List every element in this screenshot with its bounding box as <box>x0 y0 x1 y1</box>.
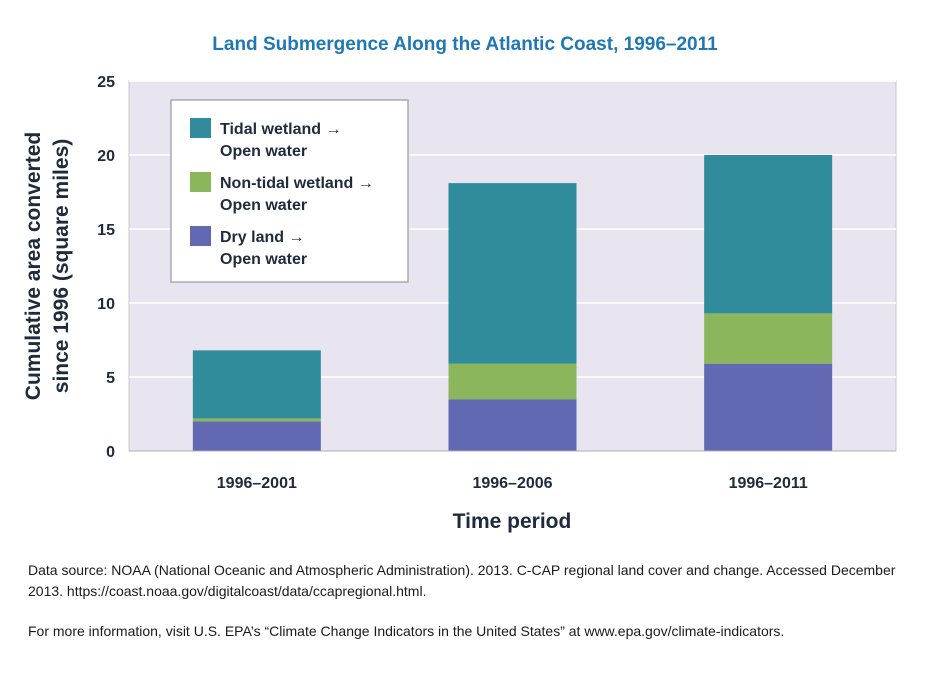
y-tick-label: 10 <box>97 296 115 313</box>
bar-segment <box>192 421 321 451</box>
bar-segment <box>704 363 833 451</box>
bar-segment <box>704 155 833 314</box>
legend-label: Open water <box>220 143 307 160</box>
y-axis-title: Cumulative area converted since 1996 (sq… <box>22 132 73 400</box>
bar-segment <box>448 363 577 400</box>
legend-label: Open water <box>220 251 307 268</box>
stacked-bar-chart: Land Submergence Along the Atlantic Coas… <box>22 34 897 533</box>
bar-segment <box>704 313 833 364</box>
bar-segment <box>448 399 577 451</box>
more-info-note: For more information, visit U.S. EPA’s “… <box>28 623 785 639</box>
legend-swatch <box>190 226 211 246</box>
x-tick-label: 1996–2006 <box>472 475 552 492</box>
x-tick-label: 1996–2011 <box>729 475 808 492</box>
y-tick-label: 20 <box>97 148 115 165</box>
legend-label: Tidal wetland → <box>220 121 342 138</box>
bar-segment <box>192 350 321 419</box>
y-axis-title-line-2: since 1996 (square miles) <box>50 139 73 393</box>
data-source-note: Data source: NOAA (National Oceanic and … <box>28 562 896 599</box>
chart-title: Land Submergence Along the Atlantic Coas… <box>212 34 718 55</box>
y-tick-label: 15 <box>97 222 115 239</box>
legend-swatch <box>190 172 211 192</box>
legend-swatch <box>190 118 211 138</box>
x-tick-label: 1996–2001 <box>217 475 297 492</box>
bar-segment <box>448 183 577 364</box>
y-tick-label: 0 <box>106 444 115 461</box>
x-axis-title: Time period <box>453 510 572 533</box>
y-axis-title-line-1: Cumulative area converted <box>22 132 45 400</box>
legend-label: Non-tidal wetland → <box>220 175 374 192</box>
bar-segment <box>192 418 321 422</box>
legend-label: Open water <box>220 197 307 214</box>
legend-label: Dry land → <box>220 229 304 246</box>
y-tick-label: 5 <box>106 370 115 387</box>
y-tick-label: 25 <box>97 74 115 91</box>
